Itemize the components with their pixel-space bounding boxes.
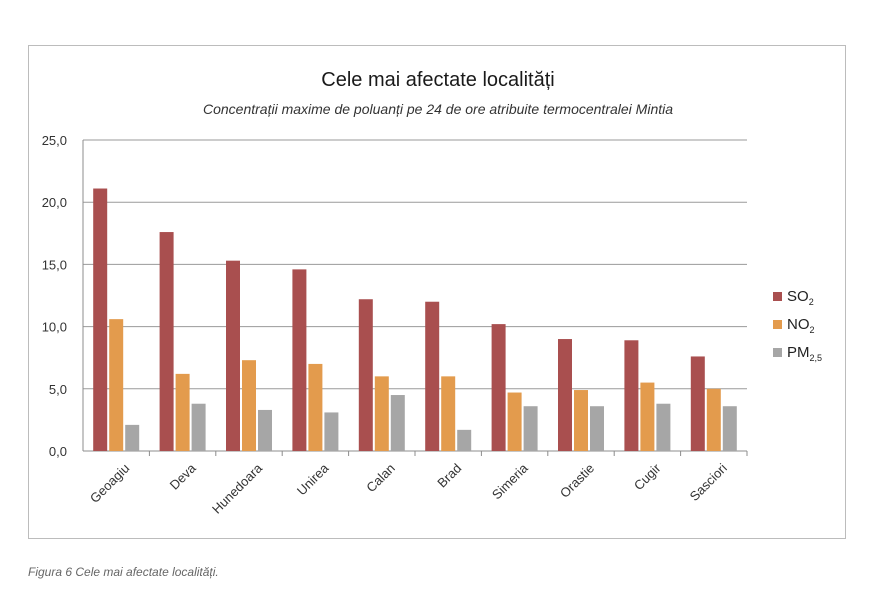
x-tick-label: Brad <box>434 461 464 491</box>
bar-pm-calan <box>390 395 405 451</box>
x-tick-label: Hunedoara <box>209 460 266 517</box>
legend-swatch <box>773 292 782 301</box>
bar-no-unirea <box>308 363 323 451</box>
x-tick-label: Simeria <box>489 460 531 502</box>
x-tick-label: Calan <box>363 461 398 496</box>
bar-pm-simeria <box>523 406 538 451</box>
bars <box>93 188 737 452</box>
x-tick-label: Sasciori <box>687 460 730 503</box>
legend-swatch <box>773 348 782 357</box>
bar-so-calan <box>358 299 373 451</box>
bar-so-sasciori <box>690 356 705 451</box>
y-tick-label: 0,0 <box>49 444 67 459</box>
x-tick-label: Geoagiu <box>87 461 132 506</box>
bar-pm-deva <box>191 403 206 451</box>
bar-no-sasciori <box>706 388 721 451</box>
chart-title: Cele mai afectate localități <box>321 69 554 91</box>
bar-no-orastie <box>574 390 588 451</box>
bar-pm-geoagiu <box>125 424 140 451</box>
bar-so-deva <box>159 232 174 451</box>
bar-pm-brad <box>457 429 472 451</box>
y-tick-label: 10,0 <box>42 320 67 335</box>
bar-pm-unirea <box>324 412 339 451</box>
x-tick-label: Deva <box>167 460 200 493</box>
legend-label-subscript: 2 <box>810 325 815 335</box>
bar-so-orastie <box>558 339 572 451</box>
y-tick-label: 5,0 <box>49 382 67 397</box>
y-axis: 0,0 5,0 10,0 15,0 20,0 25,0 <box>42 133 84 459</box>
bar-no-geoagiu <box>109 319 124 451</box>
bar-so-brad <box>425 301 440 451</box>
x-axis-labels: Geoagiu Deva Hunedoara Unirea Calan Brad Simer… <box>87 451 748 517</box>
bar-no-simeria <box>507 392 522 451</box>
bar-so-hunedoara <box>226 260 240 451</box>
legend: SO2 NO2 PM2,5 <box>773 288 822 363</box>
bar-no-brad <box>441 376 456 451</box>
x-tick-label: Unirea <box>294 460 332 498</box>
legend-label-subscript: 2,5 <box>810 353 823 363</box>
legend-label: PM2,5 <box>787 344 822 363</box>
x-tick-label: Orastie <box>557 461 597 501</box>
y-tick-label: 15,0 <box>42 257 67 272</box>
bar-pm-cugir <box>656 403 671 451</box>
y-tick-label: 20,0 <box>42 195 67 210</box>
bar-no-cugir <box>640 382 655 451</box>
chart-subtitle: Concentrații maxime de poluanți pe 24 de… <box>203 101 673 117</box>
bar-pm-orastie <box>590 406 604 451</box>
bar-so-simeria <box>491 324 506 451</box>
legend-label: SO2 <box>787 288 814 307</box>
legend-swatch <box>773 320 782 329</box>
bar-pm-sasciori <box>722 406 737 451</box>
figure-caption: Figura 6 Cele mai afectate localități. <box>28 565 219 579</box>
y-tick-label: 25,0 <box>42 133 67 148</box>
bar-so-cugir <box>624 340 639 451</box>
legend-label-subscript: 2 <box>809 297 814 307</box>
chart-svg: Cele mai afectate localități Concentrați… <box>42 69 822 517</box>
bar-no-calan <box>374 376 389 451</box>
bar-pm-hunedoara <box>258 409 272 451</box>
chart-frame: Cele mai afectate localități Concentrați… <box>28 45 846 539</box>
bar-so-unirea <box>292 269 307 451</box>
bar-no-deva <box>175 373 190 451</box>
legend-label: NO2 <box>787 316 815 335</box>
bar-so-geoagiu <box>93 188 108 452</box>
bar-no-hunedoara <box>242 360 256 451</box>
x-tick-label: Cugir <box>631 460 664 493</box>
